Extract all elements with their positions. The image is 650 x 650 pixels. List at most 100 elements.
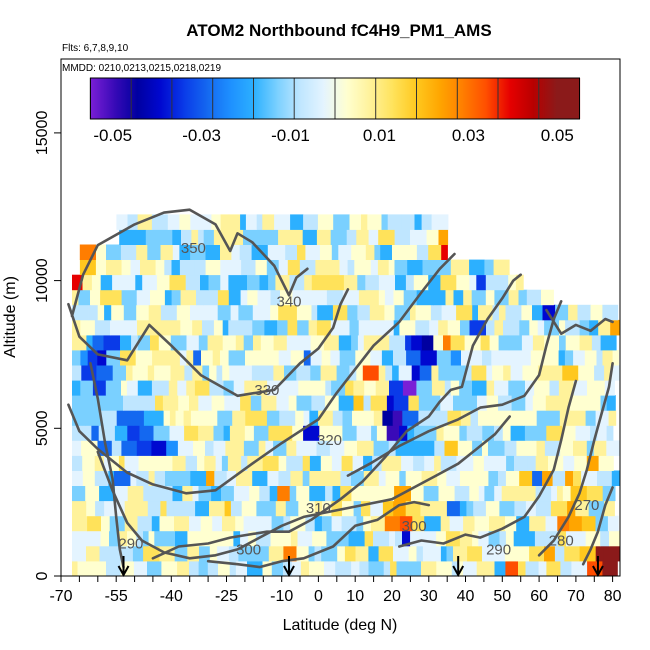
- heatmap-cell: [163, 485, 173, 502]
- heatmap-cell: [147, 560, 162, 576]
- heatmap-cell: [347, 259, 355, 276]
- x-tick-label: 80: [604, 588, 622, 605]
- heatmap-cell: [136, 289, 151, 306]
- heatmap-cell: [394, 229, 411, 245]
- heatmap-cell: [394, 304, 411, 321]
- heatmap-cell: [90, 289, 101, 306]
- heatmap-cell: [255, 259, 268, 276]
- heatmap-cell: [107, 545, 120, 562]
- heatmap-cell: [202, 365, 210, 381]
- heatmap-cell: [329, 425, 343, 441]
- heatmap-cell: [382, 410, 394, 426]
- heatmap-cell: [444, 380, 451, 396]
- heatmap-cell: [285, 244, 298, 260]
- heatmap-cell: [238, 304, 254, 321]
- heatmap-cell: [407, 425, 415, 441]
- heatmap-cell: [243, 515, 260, 532]
- heatmap-cell: [378, 485, 395, 502]
- heatmap-cell: [399, 425, 408, 441]
- heatmap-cell: [428, 259, 438, 276]
- heatmap-cell: [201, 350, 214, 366]
- heatmap-cell: [367, 214, 382, 230]
- heatmap-cell: [392, 365, 400, 381]
- heatmap-cell: [228, 214, 241, 230]
- heatmap-cell: [482, 545, 496, 562]
- heatmap-cell: [196, 289, 204, 306]
- heatmap-cell: [121, 380, 128, 396]
- heatmap-cell: [446, 470, 461, 486]
- heatmap-cell: [606, 395, 616, 411]
- heatmap-cell: [384, 515, 401, 532]
- contour-line: [206, 500, 431, 569]
- heatmap-cell: [172, 485, 183, 502]
- heatmap-cell: [116, 410, 127, 426]
- heatmap-cell: [323, 334, 340, 351]
- heatmap-cell: [150, 289, 166, 306]
- heatmap-cell: [94, 455, 105, 471]
- heatmap-cell: [240, 214, 247, 230]
- heatmap-cell: [492, 410, 506, 426]
- heatmap-cell: [160, 304, 178, 321]
- heatmap-cell: [515, 274, 524, 291]
- heatmap-cell: [184, 365, 193, 381]
- heatmap-cell: [243, 229, 258, 245]
- x-tick-label: 30: [420, 588, 438, 605]
- heatmap-cell: [135, 229, 147, 245]
- heatmap-cell: [99, 545, 108, 562]
- heatmap-cell: [378, 229, 395, 245]
- heatmap-cell: [494, 560, 506, 576]
- heatmap-cell: [227, 259, 242, 276]
- heatmap-cell: [525, 395, 534, 411]
- heatmap-cell: [267, 244, 280, 260]
- heatmap-cell: [320, 455, 333, 471]
- colorbar-swatch: [416, 78, 441, 119]
- heatmap-cell: [590, 304, 603, 321]
- heatmap-cell: [259, 274, 269, 291]
- x-tick-label: 70: [567, 588, 585, 605]
- dates-label: MMDD: 0210,0213,0215,0218,0219: [62, 63, 221, 74]
- heatmap-cell: [456, 455, 469, 471]
- heatmap-cell: [424, 515, 442, 532]
- heatmap-cell: [222, 319, 229, 336]
- heatmap-cell: [151, 380, 159, 396]
- heatmap-cell: [416, 545, 424, 562]
- heatmap-cell: [100, 289, 117, 306]
- heatmap-cell: [331, 380, 346, 396]
- heatmap-cell: [278, 229, 295, 245]
- heatmap-cell: [258, 545, 270, 562]
- heatmap-cell: [308, 545, 315, 562]
- heatmap-cell: [222, 365, 230, 381]
- heatmap-cell: [503, 319, 520, 336]
- heatmap-cell: [356, 425, 372, 441]
- colorbar-swatch: [253, 78, 278, 119]
- heatmap-cell: [127, 485, 144, 502]
- heatmap-cell: [304, 380, 317, 396]
- heatmap-cell: [291, 560, 302, 576]
- heatmap-cell: [107, 395, 124, 411]
- heatmap-cell: [434, 545, 442, 562]
- heatmap-cell: [349, 214, 362, 230]
- heatmap-cell: [170, 319, 181, 336]
- heatmap-cell: [277, 319, 288, 336]
- heatmap-cell: [133, 560, 148, 576]
- heatmap-cell: [459, 530, 473, 547]
- heatmap-cell: [459, 500, 467, 517]
- heatmap-cell: [123, 304, 137, 321]
- heatmap-cell: [597, 425, 607, 441]
- contour-label: 310: [306, 500, 331, 517]
- heatmap-cell: [190, 304, 205, 321]
- colorbar-swatch: [346, 78, 371, 119]
- heatmap-cell: [562, 365, 579, 381]
- heatmap-cell: [438, 365, 454, 381]
- heatmap-cell: [395, 274, 407, 291]
- x-tick-label: 60: [530, 588, 548, 605]
- heatmap-cell: [590, 425, 598, 441]
- heatmap-cell: [459, 425, 468, 441]
- heatmap-cell: [257, 229, 265, 245]
- colorbar-swatch: [206, 78, 231, 119]
- heatmap-cell: [124, 455, 139, 471]
- heatmap-cell: [422, 259, 429, 276]
- heatmap-cell: [600, 334, 617, 351]
- heatmap-cell: [538, 560, 547, 576]
- heatmap-cell: [566, 380, 574, 396]
